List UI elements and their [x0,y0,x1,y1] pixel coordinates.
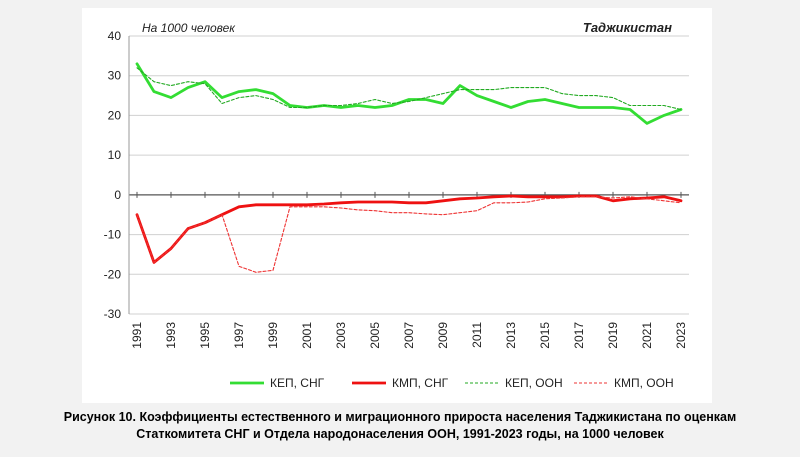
x-tick-label: 2007 [402,322,416,349]
chart-panel: -30 -20 -10 0 10 20 30 40 1991 1993 1995 1997 1999 20… [82,8,712,403]
x-tick-label: 2005 [368,322,382,349]
gridlines [129,35,689,315]
x-tick-label: 1999 [266,322,280,349]
series-line-4 [136,196,682,273]
x-tick-label: 2019 [606,322,620,349]
x-tick-label: 1997 [232,322,246,349]
legend-label: КМП, ООН [614,376,674,390]
legend-label: КЕП, СНГ [270,376,325,390]
x-tick-label: 2023 [674,322,688,349]
series-line-2 [135,194,683,264]
x-tick-label: 2001 [300,322,314,349]
country-label: Таджикистан [583,20,672,35]
x-tick-label: 2009 [436,322,450,349]
series-lines [135,62,683,273]
x-tick-label: 1995 [198,322,212,349]
unit-label: На 1000 человек [142,21,236,35]
y-tick-label: -10 [104,228,122,242]
x-tick-label: 2017 [572,322,586,349]
y-tick-label: 20 [108,108,122,122]
y-tick-label: 10 [108,148,122,162]
y-tick-label: 40 [108,29,122,43]
x-tick-label: 2003 [334,322,348,349]
y-tick-label: -30 [104,307,122,321]
series-line-3 [136,67,682,111]
x-tick-label: 2011 [470,322,484,348]
x-tick-label: 2013 [504,322,518,349]
y-tick-label: 0 [114,188,121,202]
y-tick-label: 30 [108,69,122,83]
x-tick-label: 1991 [130,322,144,349]
caption-line-2: Статкомитета СНГ и Отдела народонаселени… [136,427,664,441]
figure-caption: Рисунок 10. Коэффициенты естественного и… [0,409,800,443]
line-chart: -30 -20 -10 0 10 20 30 40 1991 1993 1995 1997 1999 20… [104,20,689,390]
axes: -30 -20 -10 0 10 20 30 40 1991 1993 1995 1997 1999 20… [104,29,688,349]
series-line-1 [135,62,683,125]
x-tick-label: 1993 [164,322,178,349]
legend: КЕП, СНГ КМП, СНГ КЕП, ООН КМП, ООН [230,376,674,390]
y-tick-label: -20 [104,267,122,281]
legend-label: КЕП, ООН [505,376,563,390]
caption-line-1: Рисунок 10. Коэффициенты естественного и… [63,410,737,424]
x-tick-label: 2021 [640,322,654,349]
x-tick-label: 2015 [538,322,552,349]
legend-label: КМП, СНГ [392,376,449,390]
